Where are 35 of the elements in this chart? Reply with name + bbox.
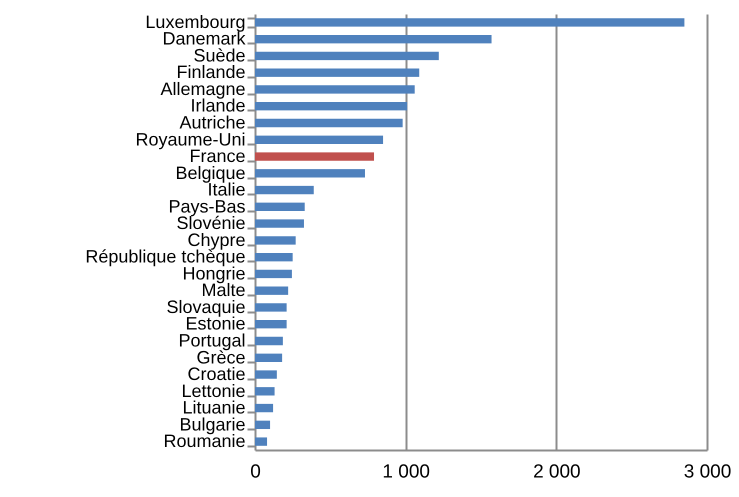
bar <box>255 68 420 77</box>
y-tick-label: Chypre <box>187 230 246 250</box>
bar <box>255 270 292 278</box>
bar <box>255 152 374 161</box>
bar <box>255 236 296 245</box>
y-tick-label: Pays-Bas <box>168 196 246 216</box>
bar <box>255 202 305 212</box>
x-tick-label: 3 000 <box>684 462 732 482</box>
x-tick-label: 2 000 <box>533 462 581 482</box>
bar <box>255 169 365 178</box>
bar <box>255 303 287 312</box>
bar <box>255 85 415 94</box>
bar <box>255 136 384 144</box>
bar <box>255 336 283 346</box>
bar <box>255 370 277 379</box>
bar <box>255 286 288 295</box>
bar <box>255 102 408 110</box>
bar <box>255 18 684 27</box>
x-tick-label: 1 000 <box>382 462 430 482</box>
bar <box>255 219 304 228</box>
y-tick-label: Slovaquie <box>166 296 246 317</box>
bar <box>255 118 403 128</box>
bar <box>255 34 492 44</box>
bar <box>255 186 314 194</box>
bar <box>255 52 439 60</box>
bar <box>255 320 287 328</box>
bar <box>255 420 270 430</box>
bar <box>255 404 274 412</box>
x-tick-label: 0 <box>250 462 261 482</box>
bar <box>255 387 275 396</box>
bar <box>255 437 268 446</box>
bar <box>255 252 293 262</box>
y-tick-label: Luxembourg <box>145 12 246 32</box>
bar <box>255 354 282 362</box>
y-tick-label: Portugal <box>178 330 246 350</box>
